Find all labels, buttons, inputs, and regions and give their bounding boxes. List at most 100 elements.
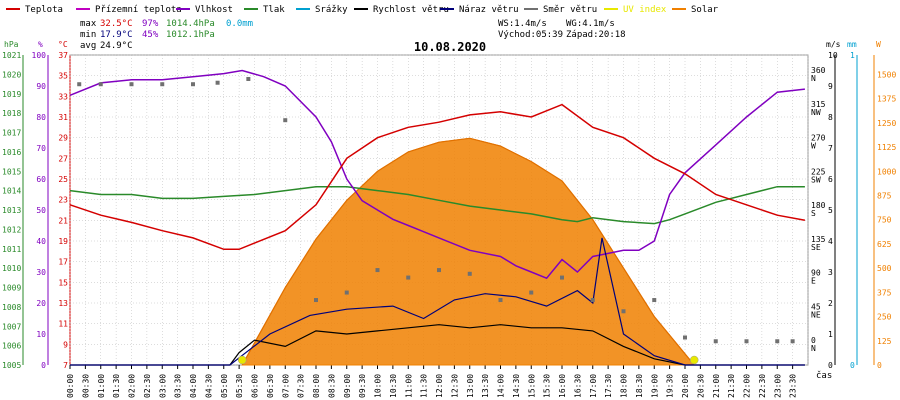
rain-unit: mm bbox=[847, 40, 857, 49]
x-tick-label: 17:30 bbox=[604, 374, 613, 398]
series-tlak-line bbox=[69, 185, 805, 225]
pressure-tick-label: 1021 bbox=[2, 51, 21, 60]
wind-tick-label: 6 bbox=[828, 175, 833, 184]
x-tick-label: 14:30 bbox=[512, 374, 521, 398]
temperature-tick-label: 13 bbox=[58, 299, 68, 308]
axis-units: hPa % °C m/s mm W bbox=[4, 40, 881, 49]
solar-tick-label: 250 bbox=[877, 313, 892, 322]
series-sm-r-v-tru-point bbox=[683, 335, 687, 340]
x-tick-label: 19:00 bbox=[650, 374, 659, 398]
solar-tick-label: 625 bbox=[877, 240, 892, 249]
legend-item-prizemni-teplota: Přízemní teplota bbox=[76, 5, 182, 15]
x-tick-label: 07:30 bbox=[297, 374, 306, 398]
series-uv-index-point bbox=[237, 355, 247, 365]
solar-unit: W bbox=[876, 40, 881, 49]
pressure-tick-label: 1015 bbox=[2, 167, 21, 176]
solar-tick-label: 1375 bbox=[877, 95, 896, 104]
stats-max-rain: 0.0mm bbox=[226, 19, 253, 29]
x-tick-label: 08:00 bbox=[312, 374, 321, 398]
wind-tick-label: 5 bbox=[828, 206, 833, 215]
humidity-tick-label: 40 bbox=[36, 237, 46, 246]
x-tick-label: 11:00 bbox=[404, 374, 413, 398]
series-sm-r-v-tru-point bbox=[652, 298, 657, 303]
direction-tick-dir: SW bbox=[811, 175, 821, 184]
x-tick-label: 10:30 bbox=[389, 374, 398, 398]
direction-tick-dir: E bbox=[811, 277, 816, 286]
direction-tick-deg: 0 bbox=[811, 336, 816, 345]
temperature-tick-label: 19 bbox=[58, 237, 68, 246]
series-sm-r-v-tru-point bbox=[775, 339, 780, 344]
x-tick-label: 10:00 bbox=[374, 374, 383, 398]
temperature-tick-label: 29 bbox=[58, 134, 68, 143]
pressure-tick-label: 1005 bbox=[2, 361, 21, 370]
sunset-time: Západ:20:18 bbox=[566, 30, 626, 40]
x-tick-label: 18:30 bbox=[635, 374, 644, 398]
solar-tick-label: 125 bbox=[877, 337, 892, 346]
pressure-tick-label: 1010 bbox=[2, 264, 21, 273]
humidity-tick-label: 70 bbox=[36, 144, 46, 153]
series-n-raz-v-tru-line bbox=[70, 237, 805, 366]
x-tick-label: 23:30 bbox=[789, 374, 798, 398]
series-vlhkost-line bbox=[69, 69, 805, 280]
x-axis-label: čas bbox=[816, 370, 832, 381]
series-sm-r-v-tru-point bbox=[283, 118, 288, 123]
direction-tick-deg: 180 bbox=[811, 201, 826, 210]
series-sm-r-v-tru-point bbox=[621, 309, 626, 314]
series-sm-r-v-tru-point bbox=[246, 76, 251, 81]
legend-label: Srážky bbox=[315, 5, 348, 15]
wind-tick-label: 10 bbox=[828, 51, 838, 60]
stats-avg-label: avg bbox=[80, 41, 96, 51]
legend-item-tlak: Tlak bbox=[244, 5, 285, 15]
wind-tick-label: 3 bbox=[828, 268, 833, 277]
wind-info: WS:1.4m/s WG:4.1m/s Východ:05:39 Západ:2… bbox=[498, 19, 626, 40]
pressure-tick-label: 1013 bbox=[2, 206, 21, 215]
wind-tick-label: 8 bbox=[828, 113, 833, 122]
humidity-tick-label: 50 bbox=[36, 206, 46, 215]
humidity-tick-label: 60 bbox=[36, 175, 46, 184]
series-sm-r-v-tru-point bbox=[314, 298, 318, 303]
direction-tick-dir: S bbox=[811, 209, 816, 218]
series-sm-r-v-tru-point bbox=[529, 290, 534, 295]
direction-tick-dir: NE bbox=[811, 310, 821, 319]
humidity-tick-label: 20 bbox=[36, 299, 46, 308]
legend-label: Náraz větru bbox=[459, 5, 519, 15]
temperature-tick-label: 37 bbox=[58, 51, 68, 60]
wind-tick-label: 1 bbox=[828, 330, 833, 339]
legend-label: Teplota bbox=[25, 5, 63, 15]
x-tick-label: 01:30 bbox=[112, 374, 121, 398]
direction-tick-dir: NW bbox=[811, 108, 821, 117]
legend-item-uv-index: UV index bbox=[604, 5, 667, 15]
solar-tick-label: 1250 bbox=[877, 119, 896, 128]
temperature-unit: °C bbox=[58, 40, 68, 49]
pressure-tick-label: 1009 bbox=[2, 284, 21, 293]
solar-tick-label: 750 bbox=[877, 216, 892, 225]
solar-tick-label: 0 bbox=[877, 361, 882, 370]
temperature-tick-label: 23 bbox=[58, 196, 68, 205]
temperature-tick-label: 7 bbox=[63, 361, 68, 370]
humidity-tick-label: 10 bbox=[36, 330, 46, 339]
stats-avg-temp: 24.9°C bbox=[100, 41, 133, 51]
legend-item-srazky: Srážky bbox=[296, 5, 348, 15]
x-tick-label: 04:30 bbox=[204, 374, 213, 398]
legend-label: Solar bbox=[691, 5, 719, 15]
series-sm-r-v-tru-point bbox=[375, 268, 380, 273]
series-sm-r-v-tru-point bbox=[98, 82, 103, 87]
x-tick-label: 15:00 bbox=[527, 374, 536, 398]
x-tick-label: 13:30 bbox=[481, 374, 490, 398]
humidity-tick-label: 90 bbox=[36, 82, 46, 91]
sunrise-time: Východ:05:39 bbox=[498, 30, 563, 40]
series-sm-r-v-tru-point bbox=[560, 275, 564, 280]
legend-label: Rychlost větru bbox=[373, 5, 449, 15]
legend: Teplota Přízemní teplota Vlhkost Tlak Sr… bbox=[6, 5, 719, 15]
wind-tick-label: 0 bbox=[828, 361, 833, 370]
x-tick-label: 21:30 bbox=[727, 374, 736, 398]
series-sm-r-v-tru-point bbox=[590, 298, 595, 303]
x-tick-label: 07:00 bbox=[281, 374, 290, 398]
x-tick-label: 05:00 bbox=[220, 374, 229, 398]
x-tick-label: 01:00 bbox=[97, 374, 106, 398]
series-uv-index-point bbox=[689, 355, 699, 365]
x-tick-label: 12:00 bbox=[435, 374, 444, 398]
wind-tick-label: 7 bbox=[828, 144, 833, 153]
temperature-tick-label: 31 bbox=[58, 113, 68, 122]
legend-item-vlhkost: Vlhkost bbox=[176, 5, 233, 15]
